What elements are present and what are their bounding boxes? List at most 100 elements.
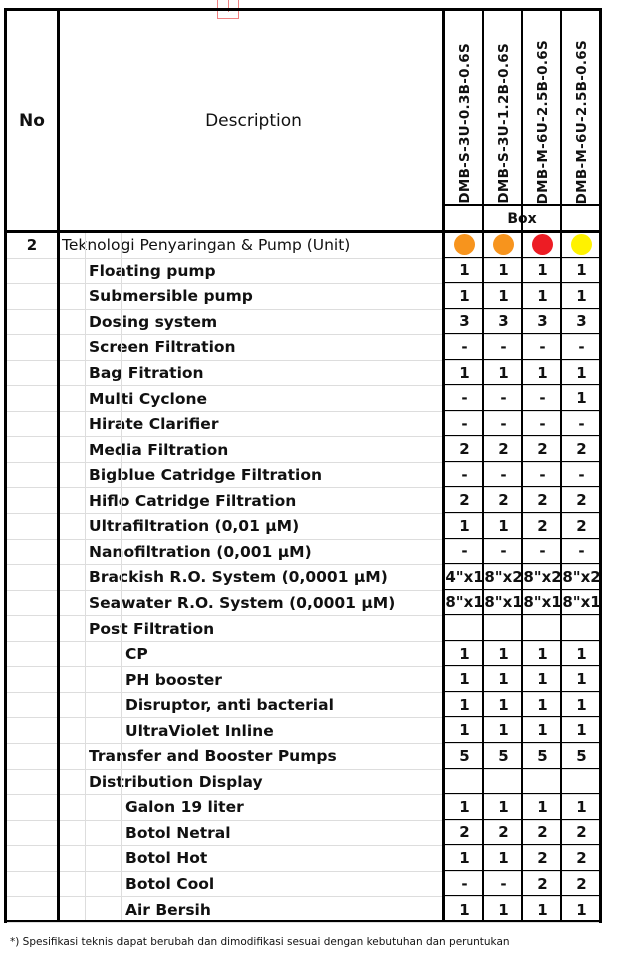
table-row: Hirate Clarifier - - - - xyxy=(7,412,601,438)
row-description: Botol Netral xyxy=(125,823,231,842)
color-indicator-cell xyxy=(445,233,484,258)
color-dot-icon xyxy=(532,234,553,256)
value-cell: 1 xyxy=(562,718,601,743)
value-cell: 8"x1 xyxy=(562,591,601,616)
row-description: Distribution Display xyxy=(89,772,263,791)
value-cell: 1 xyxy=(562,361,601,386)
value-cell: 8"x2 xyxy=(562,565,601,590)
row-description: UltraViolet Inline xyxy=(125,721,274,740)
row-number xyxy=(7,718,57,743)
header-model-2: DMB-S-3U-1.2B-0.6S xyxy=(484,11,523,204)
header-model-3: DMB-M-6U-2.5B-0.6S xyxy=(523,11,562,204)
value-cell xyxy=(445,770,484,795)
row-description: Transfer and Booster Pumps xyxy=(89,747,337,766)
value-cell: 3 xyxy=(445,310,484,335)
row-number xyxy=(7,361,57,386)
table-row: Air Bersih 1 1 1 1 xyxy=(7,897,599,923)
value-cell xyxy=(562,616,601,641)
table-row: Post Filtration xyxy=(7,616,601,642)
row-description: Dosing system xyxy=(89,312,218,331)
header-no: No xyxy=(19,110,45,131)
table-row: 2 Teknologi Penyaringan & Pump (Unit) xyxy=(7,233,601,259)
divider xyxy=(521,11,523,920)
row-description: Media Filtration xyxy=(89,440,229,459)
value-cell: 5 xyxy=(523,744,562,769)
row-description: Hirate Clarifier xyxy=(89,415,219,434)
indent-line xyxy=(85,233,86,920)
table-row: Bag Fitration 1 1 1 1 xyxy=(7,361,601,387)
model-label: DMB-M-6U-2.5B-0.6S xyxy=(573,39,590,204)
value-cell: - xyxy=(523,540,562,565)
row-description: Hiflo Catridge Filtration xyxy=(89,491,297,510)
value-cell: 1 xyxy=(484,846,523,871)
row-number xyxy=(7,284,57,309)
row-description: Bag Fitration xyxy=(89,364,204,383)
value-cell: 5 xyxy=(562,744,601,769)
value-cell: - xyxy=(445,872,484,897)
row-number xyxy=(7,259,57,284)
row-number xyxy=(7,310,57,335)
model-label: DMB-S-3U-0.3B-0.6S xyxy=(456,43,473,204)
value-cell: 1 xyxy=(445,667,484,692)
row-number xyxy=(7,795,57,820)
row-number xyxy=(7,591,57,616)
table-row: Ultrafiltration (0,01 µM) 1 1 2 2 xyxy=(7,514,601,540)
divider xyxy=(482,11,484,920)
value-cell xyxy=(523,616,562,641)
value-cell: 2 xyxy=(523,821,562,846)
row-number: 2 xyxy=(26,236,38,255)
value-cell: 1 xyxy=(445,361,484,386)
row-number xyxy=(7,489,57,514)
value-cell: 2 xyxy=(562,821,601,846)
value-cell: 1 xyxy=(459,900,470,919)
value-cell: 1 xyxy=(498,900,509,919)
value-cell: 8"x2 xyxy=(484,565,523,590)
row-number xyxy=(7,540,57,565)
value-cell: - xyxy=(562,540,601,565)
table-row: Dosing system 3 3 3 3 xyxy=(7,310,601,336)
value-cell: 1 xyxy=(576,900,587,919)
value-cell: 1 xyxy=(484,795,523,820)
divider xyxy=(57,11,60,920)
value-cell: - xyxy=(445,335,484,360)
row-description: Post Filtration xyxy=(89,619,215,638)
header-model-1: DMB-S-3U-0.3B-0.6S xyxy=(445,11,484,204)
value-cell: 2 xyxy=(484,437,523,462)
color-indicator-cell xyxy=(523,233,562,258)
row-description: Seawater R.O. System (0,0001 µM) xyxy=(89,593,396,612)
value-cell: 2 xyxy=(562,514,601,539)
table-row: Nanofiltration (0,001 µM) - - - - xyxy=(7,540,601,566)
value-cell: 1 xyxy=(562,795,601,820)
row-description: Air Bersih xyxy=(125,900,211,919)
value-cell: 1 xyxy=(484,642,523,667)
table-row: Bigblue Catridge Filtration - - - - xyxy=(7,463,601,489)
value-cell: 1 xyxy=(562,667,601,692)
value-cell: 1 xyxy=(445,693,484,718)
value-cell: - xyxy=(484,540,523,565)
divider xyxy=(442,204,599,206)
color-dot-icon xyxy=(493,234,514,256)
value-cell xyxy=(523,770,562,795)
row-number xyxy=(7,744,57,769)
value-cell: 5 xyxy=(445,744,484,769)
table-row: Seawater R.O. System (0,0001 µM) 8"x1 8"x1… xyxy=(7,591,601,617)
value-cell: - xyxy=(523,412,562,437)
table-row: Galon 19 liter 1 1 1 1 xyxy=(7,795,601,821)
value-cell: 2 xyxy=(445,821,484,846)
value-cell: 2 xyxy=(562,846,601,871)
row-description: Galon 19 liter xyxy=(125,798,244,817)
row-number xyxy=(7,667,57,692)
value-cell: - xyxy=(445,386,484,411)
value-cell: - xyxy=(523,335,562,360)
value-cell: 1 xyxy=(523,284,562,309)
value-cell: 2 xyxy=(523,514,562,539)
value-cell: 8"x1 xyxy=(523,591,562,616)
value-cell: 1 xyxy=(562,386,601,411)
table-row: Floating pump 1 1 1 1 xyxy=(7,259,601,285)
value-cell: 1 xyxy=(562,284,601,309)
header-model-4: DMB-M-6U-2.5B-0.6S xyxy=(562,11,601,204)
table-row: Hiflo Catridge Filtration 2 2 2 2 xyxy=(7,489,601,515)
table-row: CP 1 1 1 1 xyxy=(7,642,601,668)
table-row: Botol Netral 2 2 2 2 xyxy=(7,821,601,847)
table-row: PH booster 1 1 1 1 xyxy=(7,667,601,693)
